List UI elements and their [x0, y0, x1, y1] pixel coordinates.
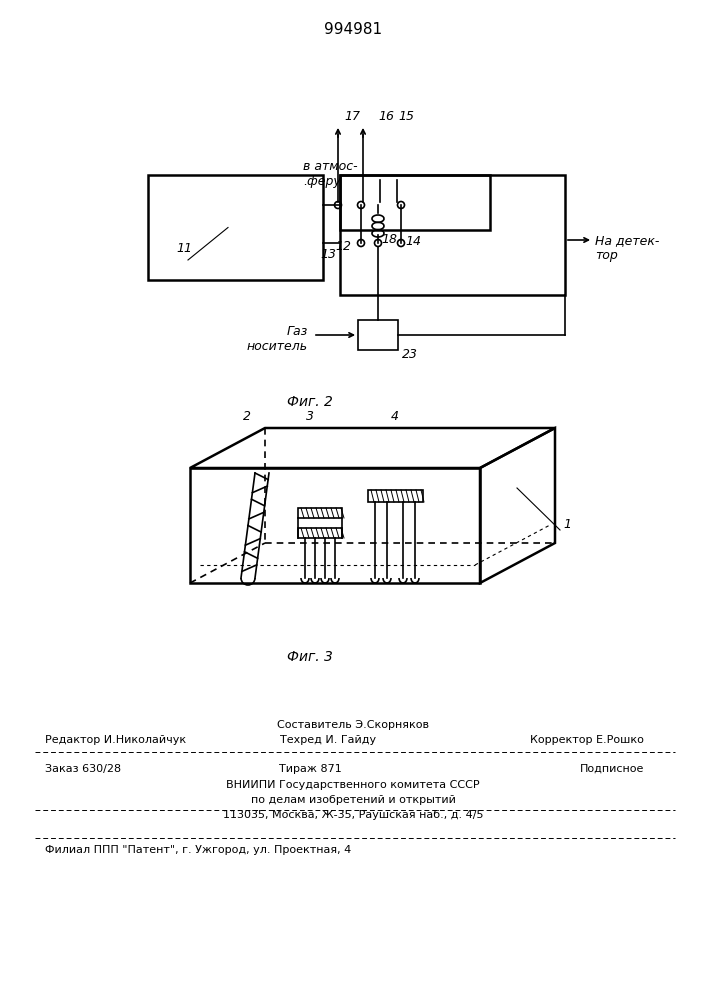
Text: 11: 11	[176, 242, 192, 255]
Text: Техред И. Гайду: Техред И. Гайду	[280, 735, 376, 745]
Text: Фиг. 3: Фиг. 3	[287, 650, 333, 664]
Text: Филиал ППП "Патент", г. Ужгород, ул. Проектная, 4: Филиал ППП "Патент", г. Ужгород, ул. Про…	[45, 845, 351, 855]
Text: 16: 16	[378, 110, 394, 123]
Text: 994981: 994981	[324, 22, 382, 37]
Text: Тираж 871: Тираж 871	[279, 764, 341, 774]
Text: 17: 17	[344, 110, 360, 123]
Text: Корректор Е.Рошко: Корректор Е.Рошко	[530, 735, 644, 745]
Text: в атмос-
.феру: в атмос- .феру	[303, 160, 358, 188]
Text: 12: 12	[335, 240, 351, 253]
Bar	[368, 490, 423, 502]
Text: 2: 2	[243, 410, 251, 423]
Bar	[148, 175, 323, 280]
Text: 4: 4	[391, 410, 399, 423]
Text: Заказ 630/28: Заказ 630/28	[45, 764, 121, 774]
Text: 15: 15	[398, 110, 414, 123]
Bar	[358, 320, 398, 350]
Text: Редактор И.Николайчук: Редактор И.Николайчук	[45, 735, 186, 745]
Text: На детек-
тор: На детек- тор	[595, 234, 660, 262]
Text: 18: 18	[381, 233, 397, 246]
Text: ВНИИПИ Государственного комитета СССР: ВНИИПИ Государственного комитета СССР	[226, 780, 480, 790]
Bar	[298, 508, 342, 518]
Text: 113035, Москва, Ж-35, Раушская наб., д. 4/5: 113035, Москва, Ж-35, Раушская наб., д. …	[223, 810, 484, 820]
Text: 13: 13	[320, 248, 336, 261]
Text: по делам изобретений и открытий: по делам изобретений и открытий	[250, 795, 455, 805]
Text: 14: 14	[405, 235, 421, 248]
Text: Фиг. 2: Фиг. 2	[287, 395, 333, 409]
Bar	[340, 175, 565, 295]
Text: Газ
носитель: Газ носитель	[247, 325, 308, 353]
Text: 3: 3	[306, 410, 314, 423]
Text: 23: 23	[402, 348, 418, 361]
Bar	[298, 528, 342, 538]
Text: Подписное: Подписное	[580, 764, 644, 774]
Text: 1: 1	[563, 518, 571, 532]
Text: Составитель Э.Скорняков: Составитель Э.Скорняков	[277, 720, 429, 730]
Bar	[340, 175, 490, 230]
